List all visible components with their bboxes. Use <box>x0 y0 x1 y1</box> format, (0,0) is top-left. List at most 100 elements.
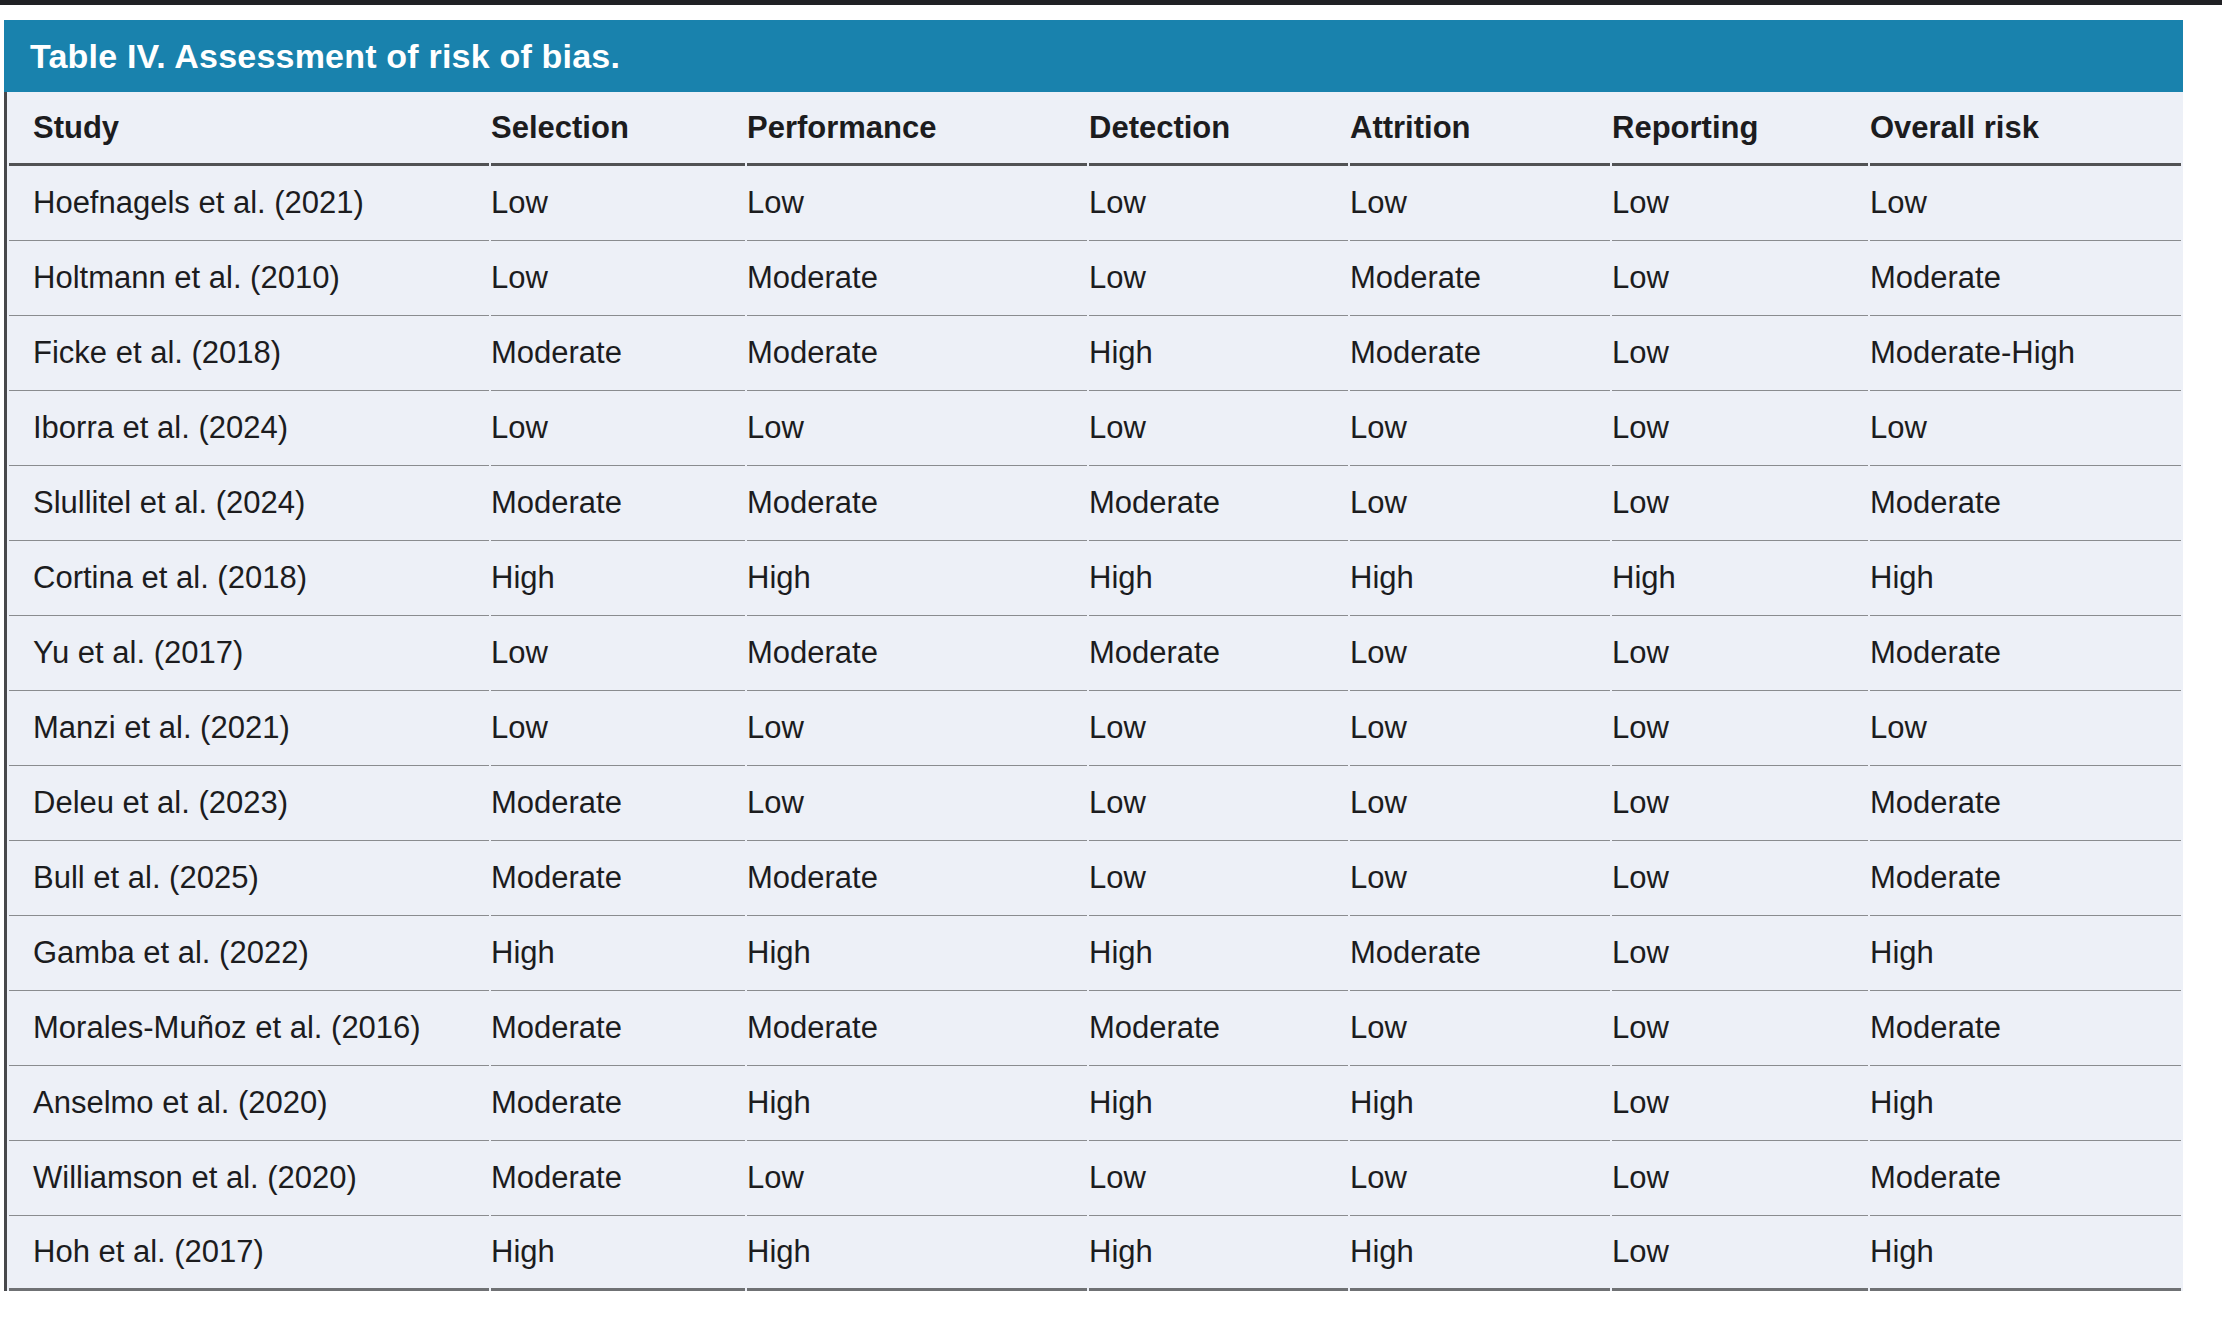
risk-rating-cell: Moderate <box>1870 991 2181 1066</box>
risk-rating-cell: High <box>491 541 745 616</box>
risk-rating-cell: Moderate <box>1089 466 1348 541</box>
risk-rating-cell: Moderate-High <box>1870 316 2181 391</box>
table-row: Bull et al. (2025)ModerateModerateLowLow… <box>9 841 2181 916</box>
table-row: Iborra et al. (2024)LowLowLowLowLowLow <box>9 391 2181 466</box>
risk-rating-cell: High <box>1089 316 1348 391</box>
risk-rating-cell: Moderate <box>1870 766 2181 841</box>
table-row: Yu et al. (2017)LowModerateModerateLowLo… <box>9 616 2181 691</box>
risk-rating-cell: Moderate <box>491 991 745 1066</box>
risk-rating-cell: Low <box>1612 616 1868 691</box>
risk-rating-cell: Low <box>1870 166 2181 241</box>
risk-rating-cell: Low <box>1089 691 1348 766</box>
study-name-cell: Holtmann et al. (2010) <box>9 241 489 316</box>
risk-rating-cell: Moderate <box>491 316 745 391</box>
study-name-cell: Iborra et al. (2024) <box>9 391 489 466</box>
risk-rating-cell: Moderate <box>491 1066 745 1141</box>
risk-rating-cell: Moderate <box>1089 616 1348 691</box>
risk-rating-cell: High <box>1350 1066 1610 1141</box>
risk-rating-cell: Moderate <box>1870 616 2181 691</box>
risk-rating-cell: Moderate <box>1870 466 2181 541</box>
risk-rating-cell: Low <box>1089 1141 1348 1216</box>
risk-rating-cell: High <box>747 541 1087 616</box>
table-row: Gamba et al. (2022)HighHighHighModerateL… <box>9 916 2181 991</box>
study-name-cell: Cortina et al. (2018) <box>9 541 489 616</box>
table-row: Deleu et al. (2023)ModerateLowLowLowLowM… <box>9 766 2181 841</box>
risk-rating-cell: Low <box>1089 391 1348 466</box>
table-row: Hoh et al. (2017)HighHighHighHighLowHigh <box>9 1216 2181 1291</box>
risk-rating-cell: Low <box>1612 466 1868 541</box>
risk-rating-cell: Low <box>491 616 745 691</box>
risk-rating-cell: Low <box>1350 841 1610 916</box>
column-header-performance: Performance <box>747 92 1087 166</box>
risk-rating-cell: High <box>1870 916 2181 991</box>
risk-rating-cell: Low <box>1612 1141 1868 1216</box>
study-name-cell: Yu et al. (2017) <box>9 616 489 691</box>
risk-rating-cell: Low <box>1350 691 1610 766</box>
risk-rating-cell: Low <box>1350 166 1610 241</box>
risk-rating-cell: Low <box>747 1141 1087 1216</box>
study-name-cell: Manzi et al. (2021) <box>9 691 489 766</box>
risk-rating-cell: Moderate <box>1350 316 1610 391</box>
risk-rating-cell: High <box>1612 541 1868 616</box>
table-row: Morales-Muñoz et al. (2016)ModerateModer… <box>9 991 2181 1066</box>
table-row: Holtmann et al. (2010)LowModerateLowMode… <box>9 241 2181 316</box>
header-row: StudySelectionPerformanceDetectionAttrit… <box>9 92 2181 166</box>
risk-rating-cell: Low <box>491 391 745 466</box>
risk-rating-cell: Low <box>1612 391 1868 466</box>
risk-rating-cell: Moderate <box>747 316 1087 391</box>
risk-rating-cell: Low <box>1350 766 1610 841</box>
risk-rating-cell: High <box>747 1066 1087 1141</box>
table-row: Slullitel et al. (2024)ModerateModerateM… <box>9 466 2181 541</box>
column-header-attrition: Attrition <box>1350 92 1610 166</box>
column-header-study: Study <box>9 92 489 166</box>
table-title-bar: Table IV. Assessment of risk of bias. <box>4 20 2183 92</box>
risk-rating-cell: Low <box>1870 691 2181 766</box>
risk-rating-cell: Low <box>1612 1066 1868 1141</box>
risk-rating-cell: Low <box>491 241 745 316</box>
risk-rating-cell: Low <box>1612 166 1868 241</box>
risk-rating-cell: Low <box>1350 991 1610 1066</box>
study-name-cell: Slullitel et al. (2024) <box>9 466 489 541</box>
risk-rating-cell: High <box>491 1216 745 1291</box>
study-name-cell: Williamson et al. (2020) <box>9 1141 489 1216</box>
table-row: Cortina et al. (2018)HighHighHighHighHig… <box>9 541 2181 616</box>
risk-rating-cell: Low <box>1089 166 1348 241</box>
column-header-detection: Detection <box>1089 92 1348 166</box>
risk-rating-cell: Low <box>491 691 745 766</box>
risk-rating-cell: High <box>1089 916 1348 991</box>
risk-rating-cell: Low <box>747 391 1087 466</box>
risk-rating-cell: Moderate <box>1089 991 1348 1066</box>
risk-rating-cell: Low <box>1350 466 1610 541</box>
risk-rating-cell: Moderate <box>747 616 1087 691</box>
study-name-cell: Morales-Muñoz et al. (2016) <box>9 991 489 1066</box>
column-header-reporting: Reporting <box>1612 92 1868 166</box>
risk-rating-cell: Low <box>1870 391 2181 466</box>
risk-rating-cell: High <box>1089 1216 1348 1291</box>
risk-rating-cell: High <box>1870 1216 2181 1291</box>
risk-rating-cell: Low <box>1612 316 1868 391</box>
risk-rating-cell: Low <box>747 166 1087 241</box>
risk-rating-cell: Moderate <box>1870 841 2181 916</box>
risk-rating-cell: High <box>491 916 745 991</box>
risk-rating-cell: Low <box>1089 241 1348 316</box>
risk-rating-cell: Moderate <box>1870 1141 2181 1216</box>
risk-rating-cell: Low <box>491 166 745 241</box>
risk-rating-cell: Low <box>1612 241 1868 316</box>
risk-rating-cell: Low <box>1612 766 1868 841</box>
risk-rating-cell: Low <box>1089 841 1348 916</box>
risk-rating-cell: High <box>1870 1066 2181 1141</box>
risk-rating-cell: Low <box>1612 991 1868 1066</box>
risk-rating-cell: High <box>747 1216 1087 1291</box>
risk-rating-cell: Moderate <box>747 241 1087 316</box>
risk-rating-cell: Low <box>1612 841 1868 916</box>
table-row: Ficke et al. (2018)ModerateModerateHighM… <box>9 316 2181 391</box>
risk-rating-cell: Moderate <box>1870 241 2181 316</box>
risk-rating-cell: Low <box>1612 691 1868 766</box>
risk-rating-cell: Moderate <box>491 766 745 841</box>
table-row: Manzi et al. (2021)LowLowLowLowLowLow <box>9 691 2181 766</box>
risk-rating-cell: Moderate <box>1350 916 1610 991</box>
risk-rating-cell: Low <box>1612 916 1868 991</box>
risk-of-bias-table: StudySelectionPerformanceDetectionAttrit… <box>4 92 2183 1291</box>
study-name-cell: Ficke et al. (2018) <box>9 316 489 391</box>
risk-rating-cell: Low <box>1350 391 1610 466</box>
